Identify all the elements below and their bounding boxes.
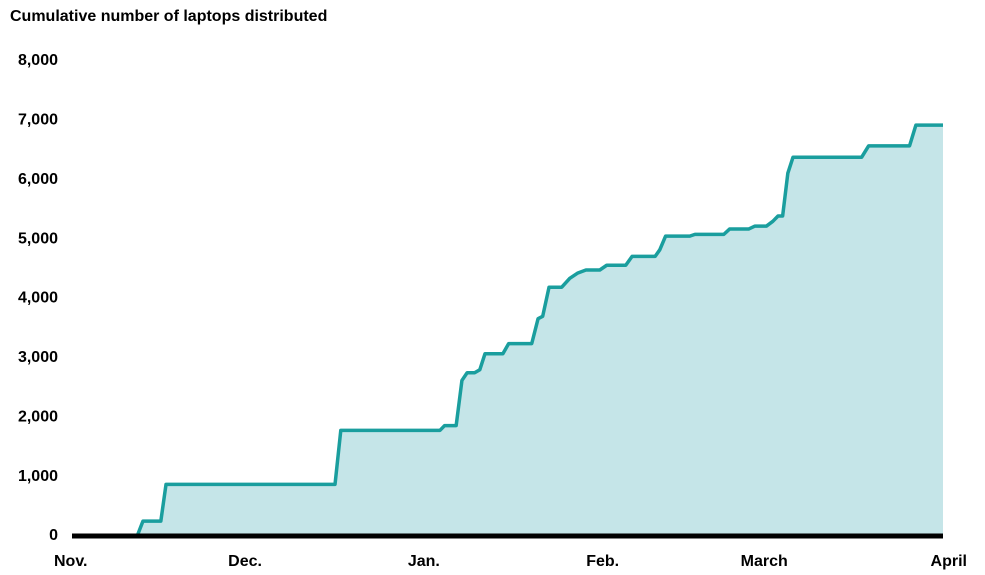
x-tick-label: Nov.	[54, 553, 87, 570]
x-tick-label: Feb.	[586, 553, 619, 570]
y-tick-label: 0	[49, 527, 58, 544]
y-tick-label: 4,000	[18, 290, 58, 307]
x-tick-label: Dec.	[228, 553, 262, 570]
y-tick-label: 7,000	[18, 112, 58, 129]
x-tick-label: April	[931, 553, 967, 570]
chart-title: Cumulative number of laptops distributed	[10, 8, 327, 25]
y-tick-label: 1,000	[18, 468, 58, 485]
y-tick-label: 2,000	[18, 408, 58, 425]
x-tick-label: Jan.	[408, 553, 440, 570]
area	[72, 125, 943, 536]
line	[72, 123, 943, 538]
y-tick-label: 5,000	[18, 230, 58, 247]
y-tick-label: 3,000	[18, 349, 58, 366]
y-tick-label: 6,000	[18, 171, 58, 188]
x-tick-label: March	[741, 553, 788, 570]
y-tick-label: 8,000	[18, 52, 58, 69]
